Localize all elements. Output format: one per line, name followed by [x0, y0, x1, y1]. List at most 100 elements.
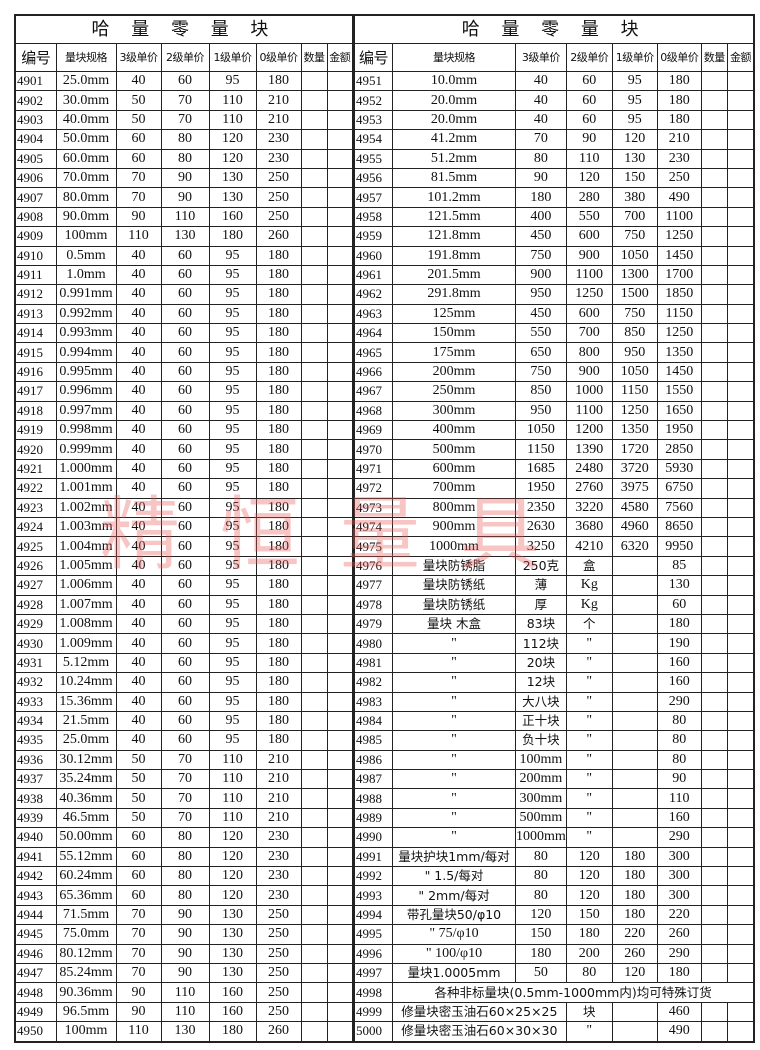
cell	[726, 206, 755, 228]
cell: 60	[565, 90, 613, 111]
cell	[611, 691, 658, 712]
cell	[700, 129, 728, 150]
cell: 85.24mm	[55, 962, 117, 984]
cell: 180	[255, 516, 302, 538]
cell: 90	[160, 187, 210, 208]
cell: 280	[565, 187, 613, 208]
cell	[726, 613, 755, 635]
cell: 60	[160, 478, 210, 499]
cell: 40	[115, 400, 162, 422]
cell	[700, 497, 728, 518]
item-id: 4983	[354, 691, 393, 712]
cell	[726, 807, 755, 829]
cell	[700, 148, 728, 169]
cell: 95	[208, 478, 257, 499]
cell: 0.997mm	[55, 400, 117, 422]
cell: 1.008mm	[55, 613, 117, 635]
cell	[326, 458, 354, 480]
cell	[726, 109, 755, 131]
cell	[700, 904, 728, 926]
cell	[726, 458, 755, 480]
cell: 50.00mm	[55, 827, 117, 848]
cell: 60.24mm	[55, 866, 117, 887]
cell: 250	[255, 167, 302, 189]
cell: 90	[115, 982, 162, 1003]
item-id: 4911	[14, 264, 57, 286]
table-row: 4948 90.36mm 90 110 160 250	[14, 982, 354, 1003]
cell: 150	[611, 167, 658, 189]
cell	[326, 691, 354, 712]
item-id: 4955	[354, 148, 393, 169]
cell: 130	[208, 904, 257, 926]
cell	[300, 497, 328, 518]
cell: 180	[255, 361, 302, 383]
cell: 120	[208, 846, 257, 868]
item-id: 4933	[14, 691, 57, 712]
table-row: 4964 150mm 550 700 850 1250	[354, 323, 755, 344]
cell: 1390	[565, 439, 613, 460]
title-row: 哈 量 零 量 块	[354, 14, 755, 44]
cell: 120	[208, 827, 257, 848]
cell: 110	[208, 109, 257, 131]
cell: 180	[611, 904, 658, 926]
cell: 块	[565, 1001, 613, 1023]
cell: 6750	[656, 478, 702, 499]
cell	[700, 458, 728, 480]
cell: 20块	[515, 652, 567, 674]
cell	[300, 129, 328, 150]
cell: 1685	[515, 458, 567, 480]
table-row: 5000 修量块密玉油石60×30×30 " 490	[354, 1021, 755, 1043]
cell: 95	[208, 323, 257, 344]
cell	[726, 866, 755, 887]
item-id: 4966	[354, 361, 393, 383]
table-row: 4971 600mm 1685 2480 3720 5930	[354, 458, 755, 480]
cell: 70	[115, 924, 162, 945]
table-row: 4968 300mm 950 1100 1250 1650	[354, 400, 755, 422]
cell: 180	[656, 70, 702, 92]
cell: 60	[160, 710, 210, 732]
cell: 70	[515, 129, 567, 150]
cell: 40	[115, 264, 162, 286]
cell: 95	[208, 342, 257, 363]
table-row: 4975 1000mm 3250 4210 6320 9950	[354, 536, 755, 557]
cell	[300, 206, 328, 228]
cell	[300, 846, 328, 868]
cell: 500mm	[392, 439, 516, 460]
cell: 180	[656, 109, 702, 131]
cell: 65.36mm	[55, 885, 117, 906]
cell	[726, 167, 755, 189]
item-id: 4971	[354, 458, 393, 480]
cell: 210	[255, 749, 302, 771]
cell: " 100/φ10	[392, 943, 516, 964]
table-row: 4980 " 112块 " 190	[354, 633, 755, 654]
cell	[700, 284, 728, 305]
item-id: 4939	[14, 807, 57, 829]
cell: 120	[515, 904, 567, 926]
table-row: 4943 65.36mm 60 80 120 230	[14, 885, 354, 906]
table-row: 4904 50.0mm 60 80 120 230	[14, 129, 354, 150]
cell: 70	[160, 769, 210, 790]
cell: 0.998mm	[55, 420, 117, 441]
table-row: 4949 96.5mm 90 110 160 250	[14, 1001, 354, 1023]
cell	[700, 633, 728, 654]
table-row: 4972 700mm 1950 2760 3975 6750	[354, 478, 755, 499]
cell: 4210	[565, 536, 613, 557]
cell: 300	[656, 866, 702, 887]
item-id: 4913	[14, 303, 57, 325]
item-id: 4901	[14, 70, 57, 92]
cell: 40	[115, 478, 162, 499]
cell: 1100	[565, 400, 613, 422]
item-id: 4999	[354, 1001, 393, 1023]
cell	[700, 885, 728, 906]
table-row: 4954 41.2mm 70 90 120 210	[354, 129, 755, 150]
item-id: 4967	[354, 381, 393, 402]
cell: 1950	[515, 478, 567, 499]
cell: 40	[115, 516, 162, 538]
table-row: 4989 " 500mm " 160	[354, 807, 755, 829]
table-row: 4915 0.994mm 40 60 95 180	[14, 342, 354, 363]
cell: 120	[208, 148, 257, 169]
cell	[326, 109, 354, 131]
cell	[726, 303, 755, 325]
cell: 160	[208, 982, 257, 1003]
cell	[611, 594, 658, 615]
